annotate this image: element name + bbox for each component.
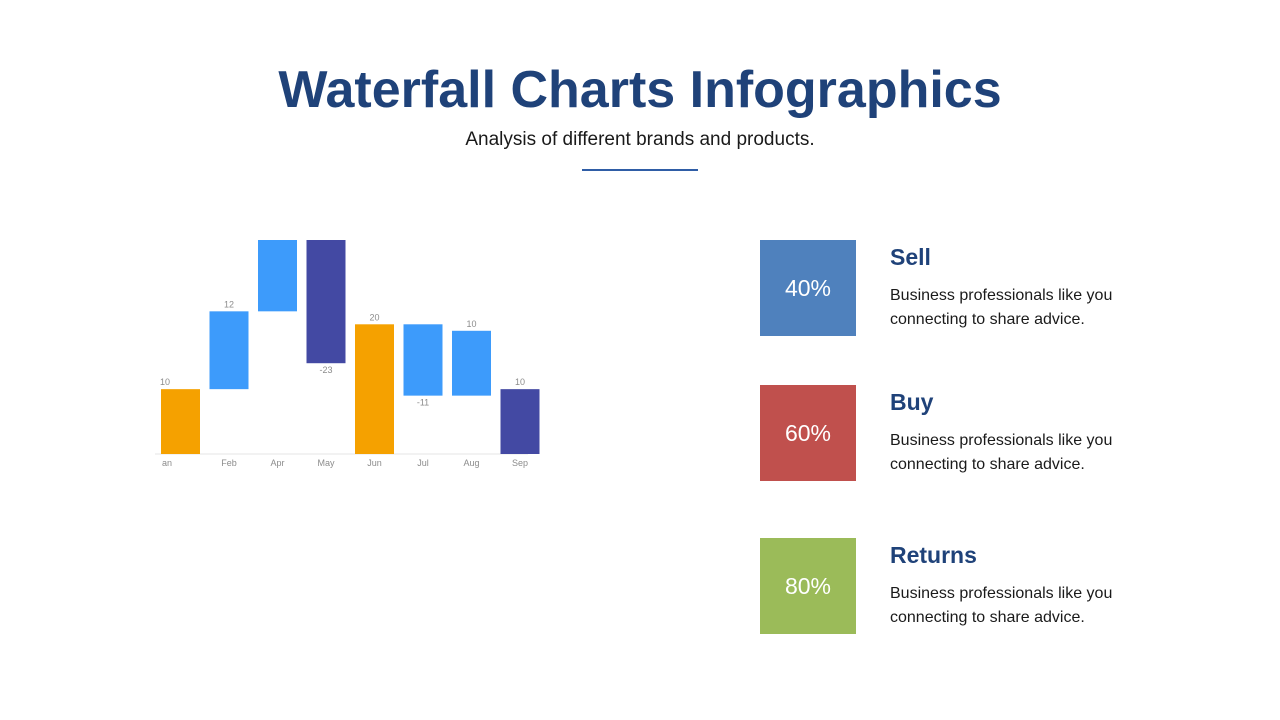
tick-label-jul: Jul xyxy=(417,458,429,468)
stat-sell-desc-line1: Business professionals like you xyxy=(890,287,1113,304)
data-label-an: 10 xyxy=(160,377,170,387)
page-title: Waterfall Charts Infographics xyxy=(278,61,1002,119)
stat-buy-box: 60% xyxy=(760,385,856,481)
tick-label-aug: Aug xyxy=(463,458,479,468)
data-label-jul: -11 xyxy=(417,398,429,408)
tick-label-apr: Apr xyxy=(270,458,284,468)
waterfall-chart: 10 12 -23 20 -11 10 10 an Feb Apr May Jun Jul Aug Sep xyxy=(155,240,540,468)
data-label-aug: 10 xyxy=(466,319,476,329)
stat-returns-box: 80% xyxy=(760,538,856,634)
bar-aug xyxy=(452,330,491,396)
stat-returns: 80% Returns Business professionals like … xyxy=(760,538,1180,634)
stat-returns-desc-line2: connecting to share advice. xyxy=(890,609,1085,626)
data-label-feb: 12 xyxy=(224,299,234,309)
stat-buy-desc-line1: Business professionals like you xyxy=(890,432,1113,449)
stat-sell-description: Business professionals like you connecti… xyxy=(890,284,1150,332)
stat-sell-box: 40% xyxy=(760,240,856,336)
bar-apr xyxy=(258,240,297,312)
bar-sep xyxy=(500,389,540,454)
data-label-sep: 10 xyxy=(515,377,525,387)
stat-sell-desc-line2: connecting to share advice. xyxy=(890,311,1085,328)
stat-sell-title: Sell xyxy=(890,244,931,270)
stat-buy: 60% Buy Business professionals like you … xyxy=(760,385,1180,481)
bar-may xyxy=(306,240,346,364)
tick-label-sep: Sep xyxy=(512,458,528,468)
stat-returns-desc-line1: Business professionals like you xyxy=(890,585,1113,602)
tick-label-may: May xyxy=(317,458,335,468)
stat-buy-title: Buy xyxy=(890,389,934,415)
bar-jun xyxy=(355,324,394,454)
data-label-jun: 20 xyxy=(369,312,379,322)
bar-an xyxy=(161,389,200,454)
title-divider xyxy=(582,169,698,171)
tick-label-an: an xyxy=(162,458,172,468)
stat-sell: 40% Sell Business professionals like you… xyxy=(760,240,1180,336)
stat-buy-desc-line2: connecting to share advice. xyxy=(890,456,1085,473)
tick-label-jun: Jun xyxy=(367,458,382,468)
tick-label-feb: Feb xyxy=(221,458,237,468)
page-subtitle: Analysis of different brands and product… xyxy=(465,129,815,150)
bar-feb xyxy=(209,311,249,390)
data-label-may: -23 xyxy=(319,365,332,375)
stat-buy-description: Business professionals like you connecti… xyxy=(890,429,1150,477)
stat-returns-title: Returns xyxy=(890,542,977,568)
bar-jul xyxy=(403,324,443,396)
stat-returns-description: Business professionals like you connecti… xyxy=(890,582,1150,630)
